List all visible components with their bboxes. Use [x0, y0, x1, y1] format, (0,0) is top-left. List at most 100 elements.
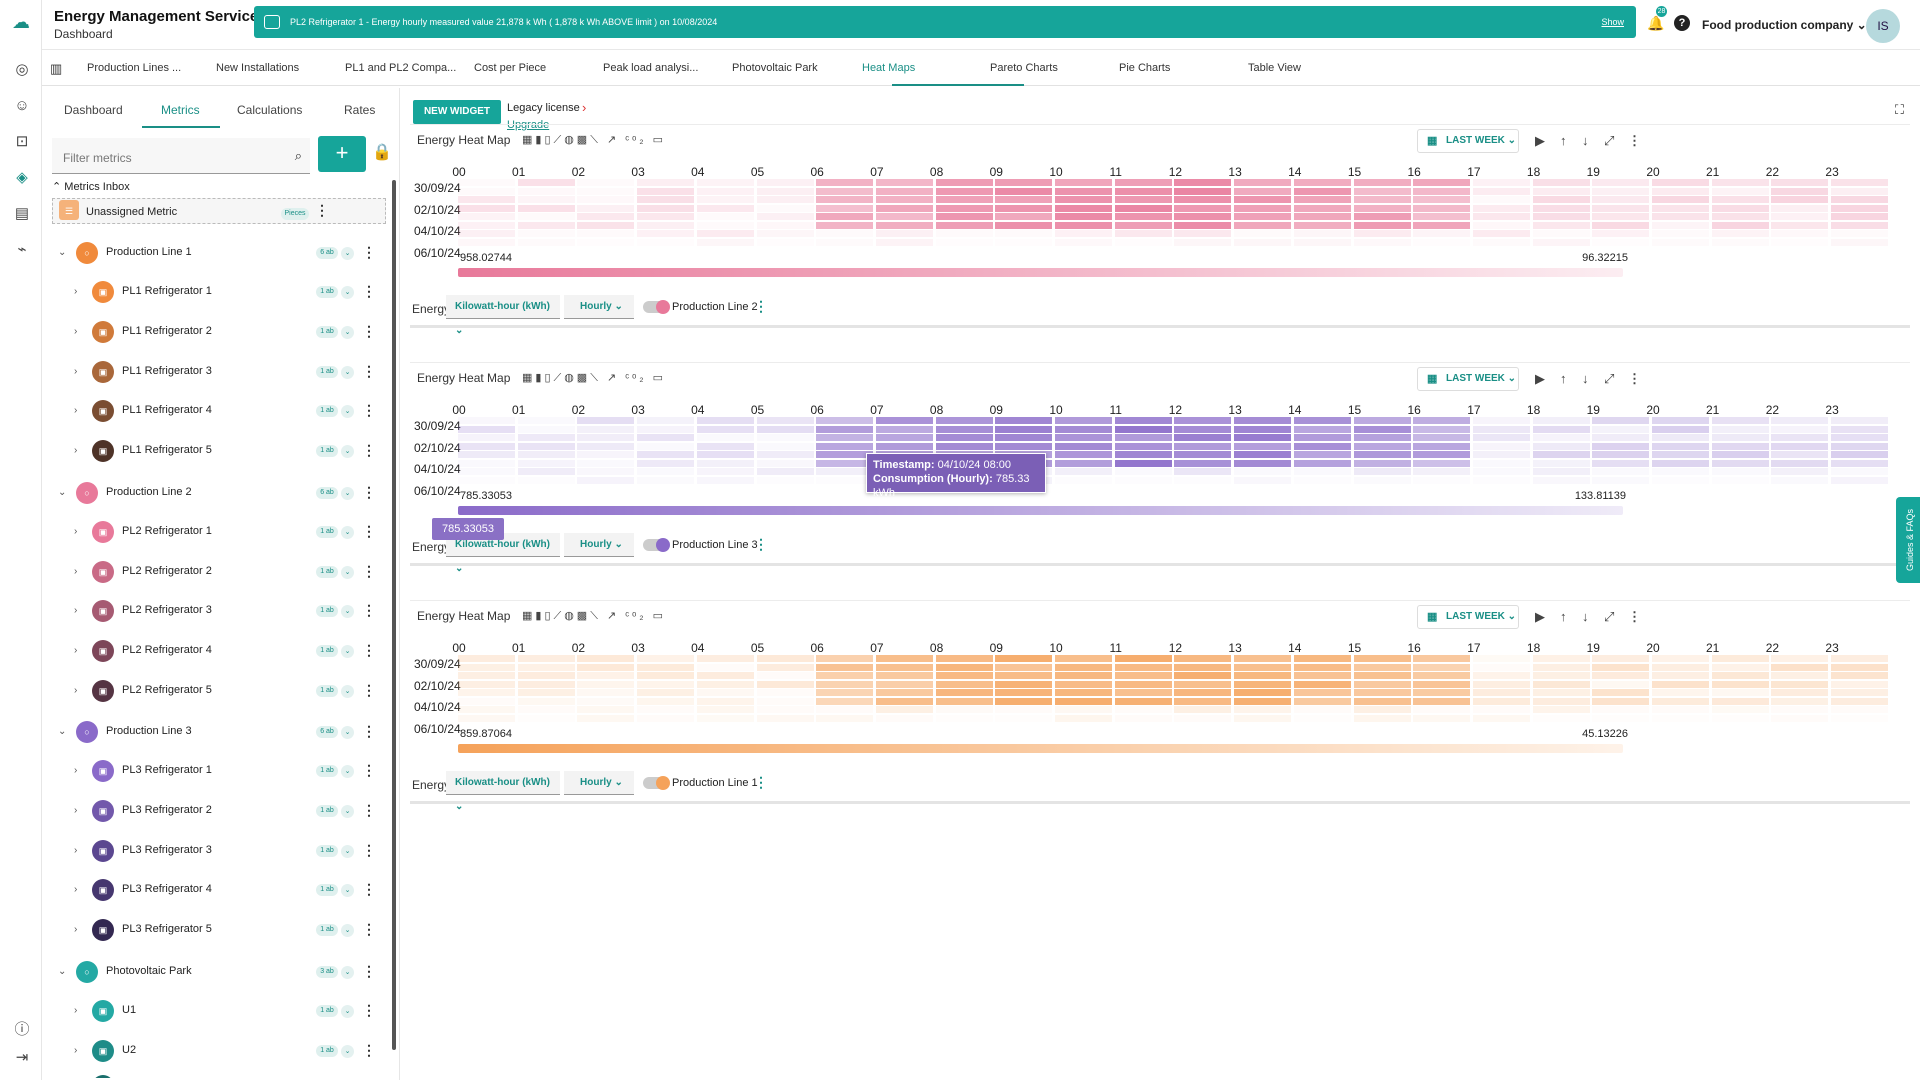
heatmap-cell[interactable] [458, 689, 515, 696]
heatmap-cell[interactable] [1174, 459, 1232, 467]
heatmap-cell[interactable] [816, 196, 874, 203]
heatmap-cell[interactable] [1532, 417, 1590, 424]
heatmap-cell[interactable] [1234, 459, 1292, 467]
heatmap-cell[interactable] [1711, 468, 1769, 475]
more-options-icon[interactable]: ⋮ [362, 921, 376, 937]
heatmap-cell[interactable] [1234, 442, 1292, 450]
chevron-down-icon[interactable]: ⌄ [58, 726, 67, 737]
heatmap-cell[interactable] [577, 714, 635, 722]
heatmap-cell[interactable] [1652, 213, 1709, 220]
plug-icon[interactable]: ⌁ [17, 241, 27, 258]
heatmap-cell[interactable] [935, 417, 993, 424]
heatmap-cell[interactable] [1532, 238, 1590, 246]
heatmap-cell[interactable] [1592, 434, 1650, 441]
scrollbar[interactable] [392, 180, 396, 1050]
heatmap-cell[interactable] [1532, 204, 1590, 212]
heatmap-cell[interactable] [1413, 451, 1471, 458]
heatmap-cell[interactable] [1652, 442, 1709, 450]
heatmap-cell[interactable] [1831, 230, 1889, 237]
heatmap-cell[interactable] [816, 689, 874, 696]
tree-item-row[interactable]: › ▣ PL3 Refrigerator 4 1 ab ⌄ ⋮ [52, 875, 386, 905]
heatmap-cell[interactable] [995, 425, 1053, 433]
avatar[interactable]: IS [1866, 9, 1900, 43]
heatmap-cell[interactable] [1652, 680, 1709, 688]
heatmap-cell[interactable] [458, 425, 515, 433]
heatmap-cell[interactable] [875, 196, 933, 203]
heatmap-cell[interactable] [637, 417, 695, 424]
interval-select[interactable]: Hourly ⌄ [564, 771, 634, 795]
heatmap-cell[interactable] [1353, 697, 1411, 705]
heatmap-cell[interactable] [458, 680, 515, 688]
heatmap-cell[interactable] [1114, 221, 1172, 229]
tab-new-installations[interactable]: New Installations [216, 62, 300, 74]
heatmap-cell[interactable] [577, 230, 635, 237]
series-toggle[interactable] [643, 538, 670, 552]
heatmap-cell[interactable] [517, 706, 575, 713]
heatmap-cell[interactable] [1532, 680, 1590, 688]
heatmap-cell[interactable] [1174, 680, 1232, 688]
heatmap-cell[interactable] [1472, 187, 1530, 195]
more-options-icon[interactable]: ⋮ [362, 523, 376, 539]
chevron-right-icon[interactable]: › [74, 526, 78, 537]
heatmap-cell[interactable] [458, 451, 515, 458]
tab-pl1-pl2-comparison[interactable]: PL1 and PL2 Compa... [345, 62, 457, 74]
heatmap-cell[interactable] [1413, 706, 1471, 713]
heatmap-cell[interactable] [1234, 680, 1292, 688]
heatmap-cell[interactable] [816, 230, 874, 237]
cart-icon[interactable]: ⊡ [15, 133, 29, 150]
heatmap-cell[interactable] [577, 706, 635, 713]
heatmap-cell[interactable] [756, 680, 814, 688]
heatmap-cell[interactable] [1831, 417, 1889, 424]
heatmap-cell[interactable] [995, 417, 1053, 424]
heatmap-cell[interactable] [517, 238, 575, 246]
heatmap-cell[interactable] [1234, 468, 1292, 475]
heatmap-cell[interactable] [1831, 434, 1889, 441]
more-options-icon[interactable]: ⋮ [362, 723, 376, 739]
guides-faqs-button[interactable]: Guides & FAQs [1896, 497, 1920, 583]
heatmap-cell[interactable] [875, 179, 933, 186]
heatmap-cell[interactable] [1592, 230, 1650, 237]
heatmap-cell[interactable] [1831, 680, 1889, 688]
series-toggle[interactable] [643, 776, 670, 790]
play-icon[interactable]: ▶ [1535, 609, 1545, 624]
heatmap-cell[interactable] [1353, 230, 1411, 237]
heatmap-cell[interactable] [458, 187, 515, 195]
heatmap-cell[interactable] [1353, 672, 1411, 679]
heatmap-cell[interactable] [696, 238, 754, 246]
move-up-icon[interactable]: ↑ [1560, 133, 1567, 148]
metrics-inbox-header[interactable]: ⌃ Metrics Inbox [52, 180, 130, 193]
heatmap-cell[interactable] [637, 442, 695, 450]
heatmap-cell[interactable] [1771, 239, 1828, 246]
heatmap-cell[interactable] [1293, 451, 1351, 458]
heatmap-cell[interactable] [1472, 425, 1530, 433]
chevron-down-icon[interactable]: ⌄ [341, 924, 354, 937]
heatmap-cell[interactable] [1831, 697, 1889, 705]
tree-item-row[interactable]: › ▣ PL3 Refrigerator 5 1 ab ⌄ ⋮ [52, 915, 386, 945]
heatmap-cell[interactable] [816, 477, 873, 484]
heatmap-cell[interactable] [1472, 672, 1530, 679]
series-toggle[interactable] [643, 300, 670, 314]
heatmap-cell[interactable] [1472, 442, 1530, 450]
heatmap-cell[interactable] [1234, 476, 1292, 484]
more-options-icon[interactable]: ⋮ [315, 202, 329, 218]
heatmap-cell[interactable] [1353, 706, 1411, 713]
heatmap-cell[interactable] [696, 230, 754, 237]
heatmap-cell[interactable] [517, 672, 575, 679]
heatmap-cell[interactable] [816, 221, 874, 229]
heatmap-cell[interactable] [1711, 689, 1769, 696]
heatmap-cell[interactable] [1055, 689, 1112, 696]
more-options-icon[interactable]: ⋮ [362, 762, 376, 778]
heatmap-cell[interactable] [1055, 213, 1112, 220]
heatmap-cell[interactable] [577, 213, 635, 220]
heatmap-cell[interactable] [1114, 196, 1172, 203]
heatmap-cell[interactable] [1293, 706, 1351, 713]
heatmap-cell[interactable] [1114, 655, 1172, 662]
heatmap-cell[interactable] [1472, 714, 1530, 722]
heatmap-cell[interactable] [875, 213, 933, 220]
heatmap-cell[interactable] [1472, 468, 1530, 475]
heatmap-cell[interactable] [1592, 204, 1650, 212]
heatmap-cell[interactable] [1234, 672, 1292, 679]
heatmap-cell[interactable] [637, 196, 695, 203]
more-options-icon[interactable]: ⋮ [362, 402, 376, 418]
heatmap-cell[interactable] [517, 451, 575, 458]
